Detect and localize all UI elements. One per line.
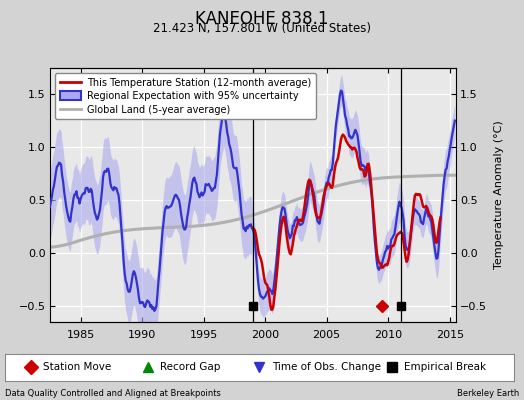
Text: 1995: 1995 bbox=[190, 330, 218, 340]
Text: 2010: 2010 bbox=[374, 330, 402, 340]
Text: 1990: 1990 bbox=[128, 330, 156, 340]
Text: 1985: 1985 bbox=[67, 330, 95, 340]
Text: KANEOHE 838.1: KANEOHE 838.1 bbox=[195, 10, 329, 28]
Text: 2000: 2000 bbox=[251, 330, 279, 340]
Text: Station Move: Station Move bbox=[43, 362, 112, 372]
Text: Data Quality Controlled and Aligned at Breakpoints: Data Quality Controlled and Aligned at B… bbox=[5, 389, 221, 398]
Text: Record Gap: Record Gap bbox=[160, 362, 221, 372]
Text: 2005: 2005 bbox=[313, 330, 341, 340]
Text: Berkeley Earth: Berkeley Earth bbox=[456, 389, 519, 398]
Text: Empirical Break: Empirical Break bbox=[404, 362, 486, 372]
Text: 2015: 2015 bbox=[435, 330, 464, 340]
Text: 21.423 N, 157.801 W (United States): 21.423 N, 157.801 W (United States) bbox=[153, 22, 371, 35]
Y-axis label: Temperature Anomaly (°C): Temperature Anomaly (°C) bbox=[494, 121, 504, 269]
Text: Time of Obs. Change: Time of Obs. Change bbox=[272, 362, 381, 372]
Legend: This Temperature Station (12-month average), Regional Expectation with 95% uncer: This Temperature Station (12-month avera… bbox=[54, 73, 316, 119]
